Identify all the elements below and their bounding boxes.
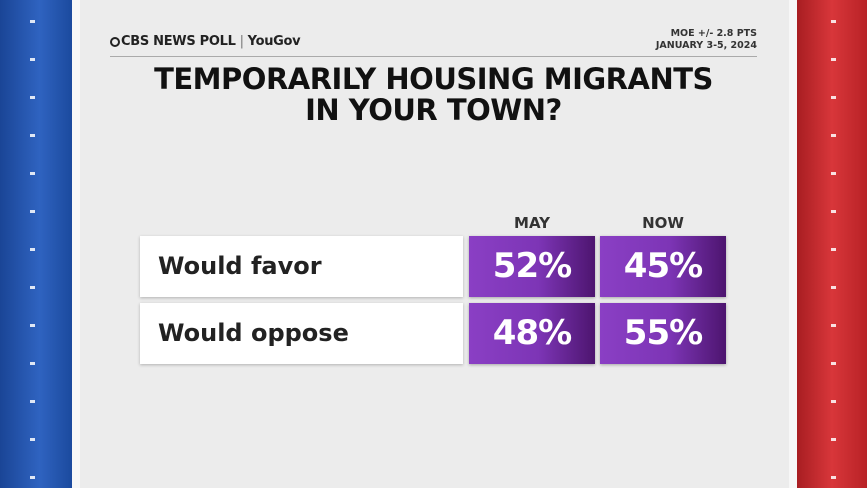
column-header: NOW [642,214,684,232]
header-rule [110,56,757,57]
row-label: Would oppose [140,303,463,364]
value-cell: 52% [469,236,595,297]
logo-text: CBS NEWS POLL [121,34,236,49]
stripe-edge [72,0,80,488]
title: TEMPORARILY HOUSING MIGRANTS IN YOUR TOWN… [100,64,767,126]
moe: MOE +/- 2.8 PTS [670,28,757,39]
title-line: IN YOUR TOWN? [305,93,562,127]
red-stripe [797,0,867,488]
title-line: TEMPORARILY HOUSING MIGRANTS [154,62,713,96]
value-cell: 45% [600,236,726,297]
value-cell: 55% [600,303,726,364]
row-label: Would favor [140,236,463,297]
partner: YouGov [247,34,301,49]
blue-stripe [0,0,72,488]
value-cell: 48% [469,303,595,364]
logo: CBS NEWS POLL | YouGov [110,34,301,49]
column-header: MAY [514,214,550,232]
stripe-edge [789,0,797,488]
cbs-eye [110,37,120,47]
date: JANUARY 3-5, 2024 [655,40,757,51]
meta: MOE +/- 2.8 PTS JANUARY 3-5, 2024 [656,28,757,52]
separator: | [239,34,244,49]
